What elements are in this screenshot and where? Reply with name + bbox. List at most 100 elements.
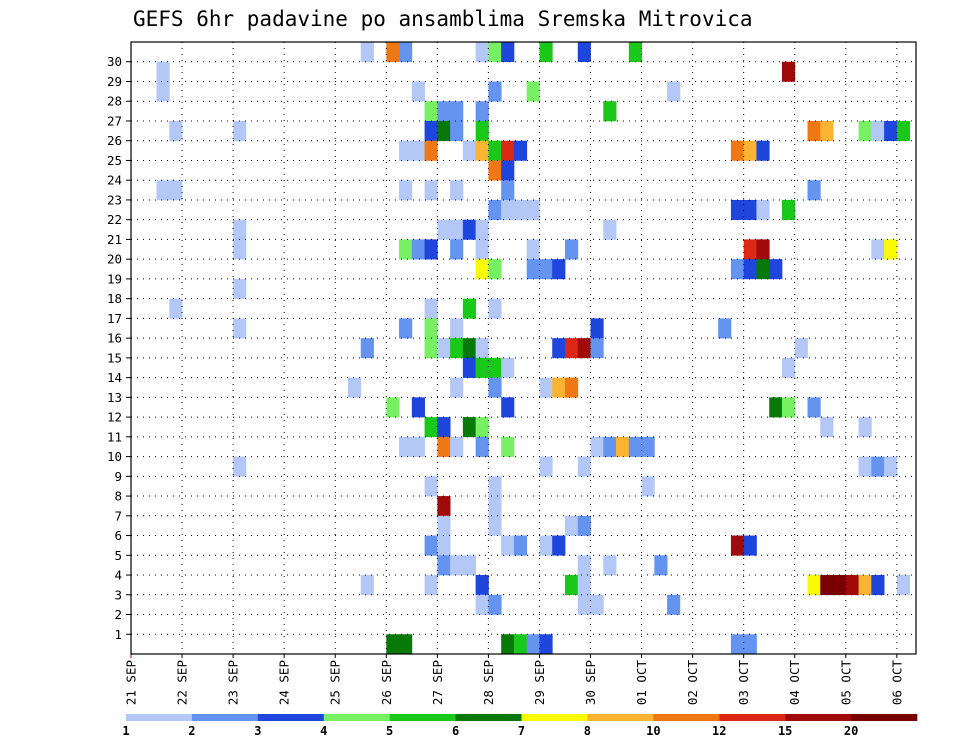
precip-cell	[603, 101, 617, 122]
precip-cell	[590, 338, 604, 359]
precip-cell	[794, 338, 808, 359]
precip-cell	[641, 436, 655, 457]
grid-lines	[131, 42, 916, 654]
precip-cell	[756, 259, 770, 280]
precip-cell	[450, 180, 464, 201]
precip-cell	[450, 377, 464, 398]
y-tick-label: 22	[107, 212, 122, 227]
precip-cell	[539, 42, 553, 63]
y-tick-label: 15	[107, 350, 122, 365]
y-tick-label: 6	[114, 528, 122, 543]
precip-cell	[807, 397, 821, 418]
precip-cell	[858, 575, 872, 596]
precip-cell	[769, 259, 783, 280]
precip-cell	[386, 42, 400, 63]
y-tick-label: 4	[114, 568, 122, 583]
precip-cell	[526, 81, 540, 102]
precip-cell	[424, 535, 438, 556]
y-tick-label: 29	[107, 74, 122, 89]
precip-cell	[501, 199, 515, 220]
y-tick-label: 12	[107, 410, 122, 425]
precip-cell	[756, 199, 770, 220]
precip-cell	[807, 575, 821, 596]
precip-cell	[884, 456, 898, 477]
precip-cell	[475, 219, 489, 240]
precip-cell	[169, 298, 183, 319]
precip-cell	[743, 199, 757, 220]
precip-cell	[488, 81, 502, 102]
legend-swatch	[257, 714, 325, 721]
x-tick-label: 30 SEP	[583, 660, 598, 705]
precip-cell	[845, 575, 859, 596]
precip-cell	[730, 259, 745, 280]
x-axis-ticks: 21 SEP 22 SEP 23 SEP 24 SEP 25 SEP 26 SEP 27 S…	[124, 654, 904, 706]
precip-cell	[411, 140, 425, 161]
y-tick-label: 7	[114, 508, 122, 523]
precip-cell	[488, 140, 502, 161]
precip-cell	[437, 219, 451, 240]
precip-cell	[564, 377, 579, 398]
x-tick-label: 29 SEP	[532, 660, 547, 705]
precip-cell	[807, 120, 821, 142]
x-tick-label: 03 OCT	[736, 660, 751, 706]
precip-cell	[577, 338, 591, 359]
precip-cell	[475, 239, 489, 260]
precip-cell	[156, 81, 170, 102]
precip-cell	[450, 318, 464, 339]
x-tick-label: 04 OCT	[787, 660, 802, 706]
precip-cell	[424, 140, 438, 161]
precip-cell	[233, 278, 247, 299]
precip-cell	[450, 101, 464, 122]
precip-cell	[539, 634, 553, 655]
precip-cell	[743, 239, 757, 260]
precip-cell	[437, 101, 451, 122]
precip-cell	[884, 120, 898, 142]
precip-cell	[871, 575, 885, 596]
precip-cell	[399, 239, 413, 260]
precip-cell	[577, 555, 591, 576]
legend-label: 8	[584, 724, 591, 738]
precip-cell	[501, 160, 515, 181]
precip-cell	[718, 318, 732, 339]
x-tick-label: 26 SEP	[379, 660, 394, 705]
y-tick-label: 20	[107, 252, 122, 267]
precip-cell	[450, 338, 464, 359]
precip-cell	[233, 318, 247, 339]
legend-swatch	[323, 714, 390, 721]
precip-cell	[437, 515, 451, 536]
x-tick-label: 28 SEP	[481, 660, 496, 705]
precip-cell	[884, 239, 898, 260]
legend-swatch	[389, 714, 456, 721]
chart-title: GEFS 6hr padavine po ansamblima Sremska …	[133, 7, 753, 31]
y-tick-label: 14	[107, 370, 122, 385]
precip-cell	[513, 634, 528, 655]
precip-cell	[743, 634, 757, 655]
legend-label: 20	[844, 724, 858, 738]
precip-cell	[858, 120, 872, 142]
x-tick-label: 21 SEP	[124, 660, 139, 705]
y-tick-label: 19	[107, 271, 122, 286]
precip-cell	[590, 318, 604, 339]
precip-cell	[488, 42, 502, 63]
precip-cell	[577, 42, 591, 63]
legend-swatch	[191, 714, 259, 721]
precip-cell	[424, 120, 438, 142]
precip-cell	[475, 357, 489, 378]
precip-cell	[399, 318, 413, 339]
y-tick-label: 27	[107, 113, 122, 128]
precip-cell	[475, 140, 489, 161]
precip-cell	[552, 377, 566, 398]
precip-cell	[437, 535, 451, 556]
precip-cell	[590, 594, 604, 615]
y-tick-label: 18	[107, 291, 122, 306]
precip-cell	[743, 140, 757, 161]
legend-swatch	[851, 714, 918, 721]
precip-cell	[564, 338, 579, 359]
precip-cell	[769, 397, 783, 418]
precip-cell	[526, 634, 540, 655]
precip-cell	[424, 338, 438, 359]
precip-cell	[564, 239, 579, 260]
precip-cell	[501, 140, 515, 161]
x-tick-label: 05 OCT	[838, 660, 853, 706]
precip-cell	[577, 515, 591, 536]
